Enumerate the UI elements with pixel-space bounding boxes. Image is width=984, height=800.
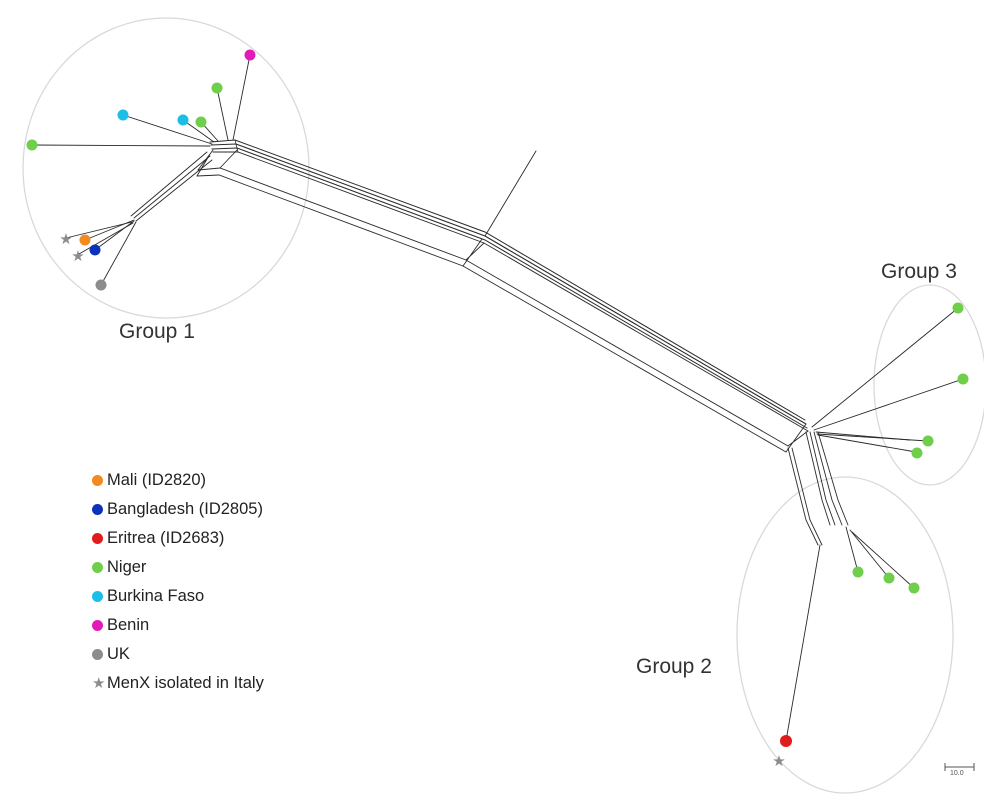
star-icon: ★ xyxy=(71,247,84,265)
network-band-upper-1 xyxy=(209,139,806,421)
legend-item-burkina-faso: Burkina Faso xyxy=(92,582,264,611)
network-edges xyxy=(31,54,964,742)
node-niger xyxy=(211,82,223,94)
branch-g2-band-5 xyxy=(787,447,819,546)
legend-label: Niger xyxy=(107,558,147,576)
node-niger xyxy=(911,447,923,459)
node-niger xyxy=(883,572,895,584)
branch-g3-low-3 xyxy=(816,433,929,442)
branch-g3-low-2 xyxy=(817,434,917,453)
group-ellipses xyxy=(22,17,984,794)
node-burkina-faso xyxy=(177,114,189,126)
branch-star-2 xyxy=(78,222,134,255)
node-burkina-faso xyxy=(117,109,129,121)
legend-item-benin: Benin xyxy=(92,611,264,640)
branch-g2-eritrea xyxy=(785,544,821,742)
branch-g2-niger-2 xyxy=(849,529,890,579)
network-band-upper-5 xyxy=(234,139,239,153)
node-niger xyxy=(26,139,38,151)
legend-item-uk: UK xyxy=(92,640,264,669)
group-1-label: Group 1 xyxy=(119,320,195,343)
network-band-lower-1 xyxy=(197,167,789,447)
legend: Mali (ID2820) Bangladesh (ID2805) Eritre… xyxy=(92,466,264,698)
group-2-label: Group 2 xyxy=(636,655,712,678)
node-benin xyxy=(244,49,256,61)
branch-g3-mid xyxy=(813,378,964,431)
legend-item-niger: Niger xyxy=(92,553,264,582)
branch-g2-niger-3 xyxy=(851,531,915,589)
node-niger xyxy=(922,435,934,447)
legend-marker-dot xyxy=(92,533,103,544)
node-niger xyxy=(852,566,864,578)
node-uk xyxy=(95,279,107,291)
node-niger xyxy=(195,116,207,128)
branch-burkina-2 xyxy=(182,119,215,143)
legend-item-bangladesh: Bangladesh (ID2805) xyxy=(92,495,264,524)
node-mali xyxy=(79,234,91,246)
star-icon: ★ xyxy=(59,230,72,248)
central-spur xyxy=(484,150,537,237)
branch-niger-tall xyxy=(216,87,229,141)
scale-bar xyxy=(944,763,975,771)
node-eritrea xyxy=(780,735,792,747)
legend-item-eritrea: Eritrea (ID2683) xyxy=(92,524,264,553)
legend-label: UK xyxy=(107,645,130,663)
legend-marker-dot xyxy=(92,649,103,660)
branch-g2-band-1 xyxy=(805,431,831,526)
legend-marker-dot xyxy=(92,620,103,631)
legend-item-mali: Mali (ID2820) xyxy=(92,466,264,495)
node-niger xyxy=(908,582,920,594)
node-niger xyxy=(957,373,969,385)
group-2-ellipse xyxy=(736,476,954,794)
network-nodes: ★ ★ ★ xyxy=(26,49,969,770)
legend-label: Burkina Faso xyxy=(107,587,205,605)
branch-burkina-1 xyxy=(122,114,213,145)
legend-item-menx-italy: ★ MenX isolated in Italy xyxy=(92,669,264,698)
star-icon: ★ xyxy=(772,752,785,770)
branch-band-lower-left-1 xyxy=(133,155,211,219)
branch-g2-band-4 xyxy=(817,431,849,526)
branch-g2-band-2 xyxy=(809,431,836,526)
legend-label: MenX isolated in Italy xyxy=(107,674,264,692)
legend-label: Mali (ID2820) xyxy=(107,471,207,489)
legend-marker-dot xyxy=(92,504,103,515)
scale-bar-label: 10.0 xyxy=(950,770,964,777)
star-icon: ★ xyxy=(92,675,106,692)
branch-g2-band-6 xyxy=(791,447,823,546)
legend-marker-dot xyxy=(92,591,103,602)
legend-label: Eritrea (ID2683) xyxy=(107,529,225,547)
legend-label: Bangladesh (ID2805) xyxy=(107,500,263,518)
group-3-label: Group 3 xyxy=(881,260,957,283)
branch-niger-far-left xyxy=(31,144,211,147)
branch-band-lower-left-3 xyxy=(130,151,208,217)
legend-marker-dot xyxy=(92,475,103,486)
group-1-ellipse xyxy=(22,17,310,319)
branch-benin xyxy=(232,54,251,141)
branch-star-1 xyxy=(65,221,133,239)
branch-g3-top xyxy=(811,307,959,428)
branch-g2-band-3 xyxy=(813,431,843,526)
network-link-right xyxy=(785,423,809,453)
branch-g2-niger-1 xyxy=(845,526,859,573)
node-niger xyxy=(952,302,964,314)
node-bangladesh xyxy=(89,244,101,256)
network-band-upper-2 xyxy=(210,143,807,425)
group-3-ellipse xyxy=(873,284,984,486)
legend-marker-dot xyxy=(92,562,103,573)
network-band-upper-3 xyxy=(211,147,808,429)
network-band-upper-4 xyxy=(212,151,809,432)
network-link-mid xyxy=(462,238,485,267)
branch-band-lower-left-2 xyxy=(135,159,213,222)
legend-label: Benin xyxy=(107,616,150,634)
branch-uk xyxy=(100,221,137,286)
network-band-lower-2 xyxy=(196,174,787,453)
